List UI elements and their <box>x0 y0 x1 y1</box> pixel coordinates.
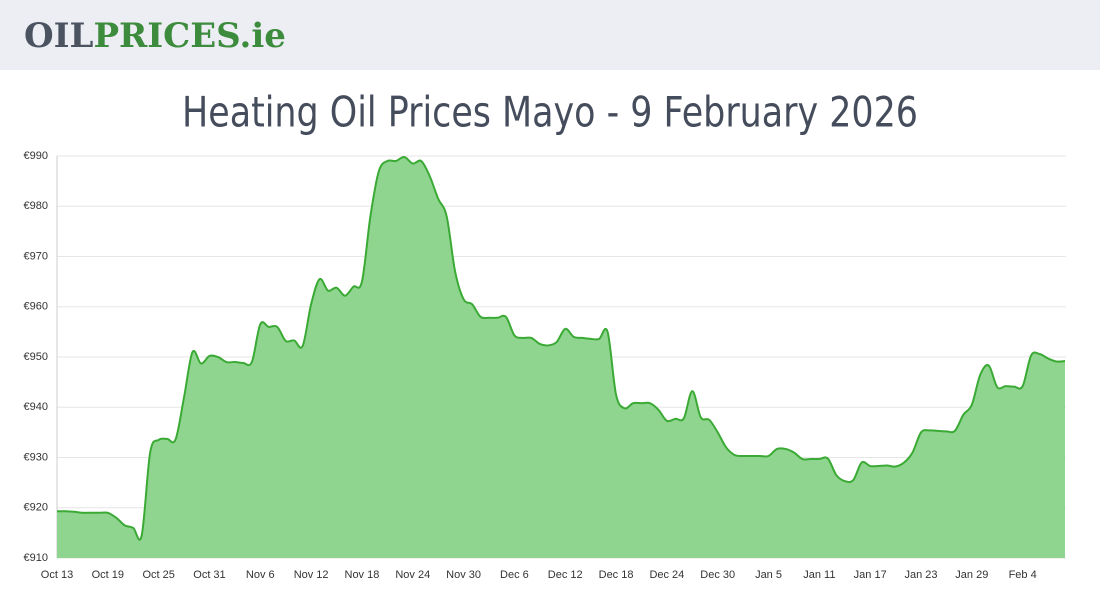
x-tick-label: Dec 30 <box>700 569 735 581</box>
area-fill <box>57 156 1065 558</box>
x-tick-label: Jan 5 <box>755 569 782 581</box>
x-tick-label: Dec 6 <box>500 569 529 581</box>
x-tick-label: Nov 18 <box>345 569 380 581</box>
area-line <box>56 156 1066 541</box>
x-tick-label: Dec 12 <box>548 569 583 581</box>
header-bar <box>0 0 1100 70</box>
x-tick-label: Oct 13 <box>41 569 73 581</box>
y-tick-label: €920 <box>24 502 48 514</box>
logo-dark: OIL <box>24 16 94 56</box>
y-tick-label: €930 <box>24 451 48 463</box>
logo[interactable]: OILPRICES.ie <box>24 16 286 56</box>
x-tick-label: Nov 24 <box>395 569 430 581</box>
logo-green: PRICES.ie <box>93 16 285 56</box>
y-tick-label: €940 <box>24 401 48 413</box>
x-tick-label: Jan 17 <box>854 569 887 581</box>
x-tick-label: Jan 23 <box>904 569 937 581</box>
y-tick-label: €960 <box>24 301 48 313</box>
x-tick-label: Feb 4 <box>1009 569 1037 581</box>
x-tick-label: Nov 12 <box>294 569 329 581</box>
x-tick-label: Jan 11 <box>803 569 835 581</box>
x-tick-label: Oct 31 <box>193 569 225 581</box>
x-tick-label: Jan 29 <box>955 569 988 581</box>
chart-title: Heating Oil Prices Mayo - 9 February 202… <box>182 88 918 137</box>
y-tick-label: €970 <box>24 250 48 262</box>
x-tick-label: Dec 18 <box>599 569 634 581</box>
x-tick-label: Oct 25 <box>142 569 174 581</box>
x-tick-label: Dec 24 <box>649 569 684 581</box>
x-tick-label: Nov 30 <box>446 569 481 581</box>
y-tick-label: €910 <box>24 552 48 564</box>
y-tick-label: €980 <box>24 200 48 212</box>
x-tick-label: Nov 6 <box>246 569 275 581</box>
y-tick-label: €990 <box>24 150 48 162</box>
x-tick-label: Oct 19 <box>92 569 124 581</box>
y-tick-label: €950 <box>24 351 48 363</box>
